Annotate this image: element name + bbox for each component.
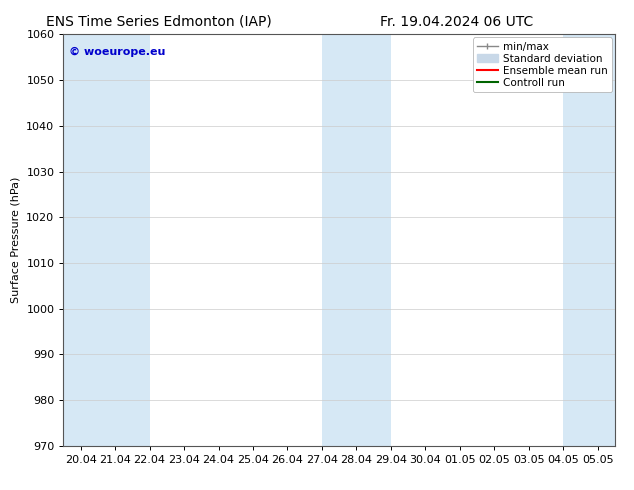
Text: © woeurope.eu: © woeurope.eu <box>69 47 165 57</box>
Bar <box>322 34 391 446</box>
Bar <box>63 34 150 446</box>
Y-axis label: Surface Pressure (hPa): Surface Pressure (hPa) <box>11 177 21 303</box>
Bar <box>563 34 615 446</box>
Text: ENS Time Series Edmonton (IAP): ENS Time Series Edmonton (IAP) <box>46 15 271 29</box>
Legend: min/max, Standard deviation, Ensemble mean run, Controll run: min/max, Standard deviation, Ensemble me… <box>473 37 612 92</box>
Text: Fr. 19.04.2024 06 UTC: Fr. 19.04.2024 06 UTC <box>380 15 533 29</box>
